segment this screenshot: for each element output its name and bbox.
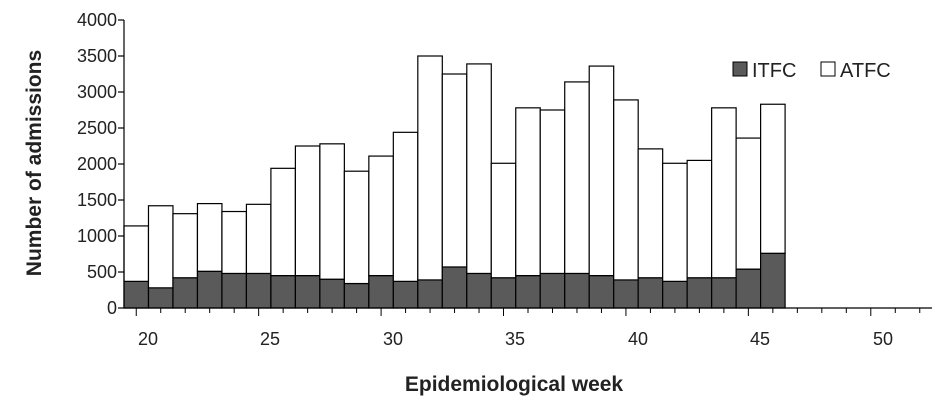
- x-tick-label: 50: [873, 329, 893, 349]
- legend-label-itfc: ITFC: [752, 60, 796, 82]
- x-tick-label: 35: [505, 329, 525, 349]
- y-axis-label-group: Number of admissions: [23, 50, 46, 276]
- bar-itfc-week-29: [343, 282, 370, 309]
- bar-atfc-week-33: [441, 73, 468, 268]
- bar-itfc-week-32: [417, 279, 443, 309]
- bar-itfc-week-22: [172, 277, 199, 309]
- bar-atfc-week-34: [466, 63, 492, 275]
- bar-atfc-week-20: [123, 225, 150, 282]
- bar-itfc-week-23: [196, 270, 223, 309]
- y-axis-label: Number of admissions: [23, 50, 46, 276]
- bar-itfc-week-31: [392, 280, 419, 309]
- bar-itfc-week-40: [613, 279, 639, 309]
- bar-atfc-week-38: [564, 81, 590, 275]
- y-tick-label: 1500: [77, 190, 117, 210]
- x-tick-label: 45: [750, 329, 770, 349]
- legend-swatch-itfc: [732, 61, 748, 77]
- bar-atfc-week-35: [490, 162, 517, 279]
- x-tick-label: 40: [628, 329, 648, 349]
- bar-atfc-week-41: [637, 148, 664, 279]
- bar-atfc-week-25: [245, 203, 272, 275]
- bar-atfc-week-30: [368, 155, 394, 277]
- bar-atfc-week-45: [735, 137, 762, 270]
- y-tick-label: 2500: [77, 118, 117, 138]
- x-tick-label: 25: [260, 329, 280, 349]
- bar-itfc-week-26: [270, 275, 296, 309]
- bar-atfc-week-32: [417, 55, 443, 281]
- bar-atfc-week-26: [270, 167, 296, 277]
- bar-atfc-week-28: [319, 143, 345, 280]
- bar-atfc-week-24: [221, 210, 248, 275]
- axes: [118, 19, 932, 316]
- bar-atfc-week-43: [686, 159, 713, 279]
- y-tick-label: 4000: [77, 10, 117, 30]
- y-tick-label: 3500: [77, 46, 117, 66]
- x-tick-label: 20: [138, 329, 158, 349]
- bar-itfc-week-46: [760, 252, 786, 309]
- legend-label-atfc: ATFC: [840, 60, 891, 82]
- legend: ITFC ATFC: [732, 60, 891, 82]
- bar-atfc-week-27: [294, 145, 321, 277]
- bar-atfc-week-44: [711, 107, 737, 279]
- y-tick-label: 1000: [77, 226, 117, 246]
- bar-atfc-week-36: [515, 107, 541, 277]
- bar-itfc-week-42: [662, 280, 688, 309]
- x-tick-labels: 20 25 30 35 40 45 50: [138, 329, 893, 349]
- y-tick-label: 0: [107, 298, 117, 318]
- bar-atfc-week-22: [172, 213, 199, 279]
- bar-itfc-week-33: [441, 266, 468, 309]
- bar-atfc-week-40: [613, 99, 639, 281]
- bar-atfc-week-31: [392, 131, 419, 282]
- bar-atfc-week-46: [760, 103, 786, 254]
- legend-swatch-atfc: [820, 61, 836, 77]
- bar-itfc-week-34: [466, 272, 492, 309]
- x-axis-label: Epidemiological week: [405, 373, 624, 396]
- bar-atfc-week-29: [343, 170, 370, 285]
- bar-itfc-week-28: [319, 278, 345, 309]
- bar-itfc-week-35: [490, 277, 517, 309]
- bar-itfc-week-30: [368, 275, 394, 309]
- bar-itfc-week-36: [515, 275, 541, 309]
- bar-itfc-week-21: [147, 287, 174, 309]
- bar-itfc-week-27: [294, 275, 321, 309]
- bar-itfc-week-38: [564, 272, 590, 309]
- bar-itfc-week-44: [711, 277, 737, 309]
- bar-itfc-week-25: [245, 272, 272, 309]
- bar-itfc-week-45: [735, 268, 762, 309]
- y-tick-label: 500: [87, 262, 117, 282]
- x-tick-label: 30: [383, 329, 403, 349]
- bar-itfc-week-43: [686, 277, 713, 309]
- bar-itfc-week-41: [637, 277, 664, 309]
- bar-itfc-week-39: [588, 275, 615, 309]
- bar-itfc-week-37: [539, 272, 566, 309]
- bar-itfc-week-20: [123, 280, 150, 309]
- y-tick-label: 2000: [77, 154, 117, 174]
- bars: [123, 55, 786, 309]
- bar-atfc-week-42: [662, 162, 688, 282]
- y-tick-labels: 0 500 1000 1500 2000 2500 3000 3500 4000: [77, 10, 117, 318]
- bar-atfc-week-39: [588, 65, 615, 277]
- bar-atfc-week-23: [196, 203, 223, 272]
- bar-itfc-week-24: [221, 272, 248, 309]
- y-tick-label: 3000: [77, 82, 117, 102]
- bar-atfc-week-21: [147, 205, 174, 289]
- bar-atfc-week-37: [539, 109, 566, 275]
